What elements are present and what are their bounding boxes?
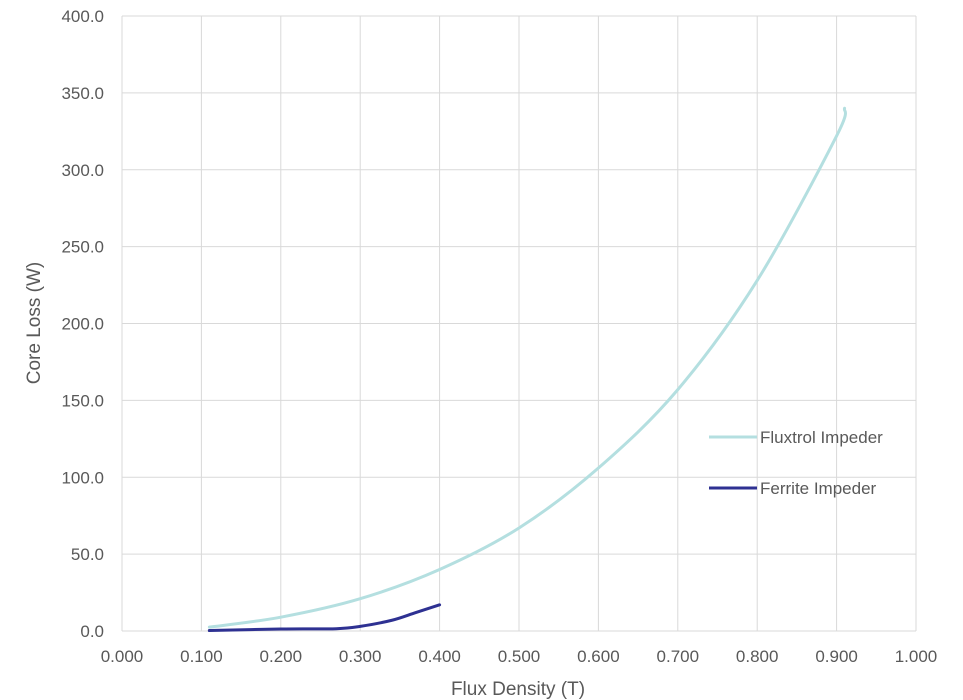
grid-lines [121, 15, 917, 632]
y-tick-label: 0.0 [80, 622, 104, 641]
y-tick-label: 250.0 [61, 238, 104, 257]
series-layer [207, 106, 848, 633]
x-tick-label: 0.700 [657, 647, 700, 666]
legend: Fluxtrol Impeder Ferrite Impeder [709, 428, 883, 498]
y-tick-labels: 0.0 50.0 100.0 150.0 200.0 250.0 300.0 350.0 400… [61, 7, 104, 641]
x-tick-label: 0.200 [260, 647, 303, 666]
y-tick-label: 150.0 [61, 391, 104, 410]
y-tick-label: 200.0 [61, 315, 104, 334]
y-tick-label: 100.0 [61, 468, 104, 487]
y-tick-label: 50.0 [71, 545, 104, 564]
series-line-ferrite-impeder [207, 603, 442, 633]
series-line-fluxtrol-impeder [207, 106, 848, 629]
x-axis-title: Flux Density (T) [451, 679, 585, 700]
y-tick-label: 400.0 [61, 7, 104, 26]
x-tick-label: 0.500 [498, 647, 541, 666]
y-tick-label: 300.0 [61, 161, 104, 180]
x-tick-label: 0.600 [577, 647, 620, 666]
x-tick-label: 0.900 [815, 647, 858, 666]
x-tick-labels: 0.000 0.100 0.200 0.300 0.400 0.500 0.600 0.700… [101, 647, 938, 666]
x-tick-label: 0.000 [101, 647, 144, 666]
x-tick-label: 0.800 [736, 647, 779, 666]
y-tick-label: 350.0 [61, 84, 104, 103]
x-tick-label: 0.400 [418, 647, 461, 666]
x-tick-label: 1.000 [895, 647, 938, 666]
legend-label-fluxtrol-impeder: Fluxtrol Impeder [760, 428, 883, 447]
x-tick-label: 0.300 [339, 647, 382, 666]
legend-label-ferrite-impeder: Ferrite Impeder [760, 479, 877, 498]
y-axis-title: Core Loss (W) [24, 262, 45, 384]
x-tick-label: 0.100 [180, 647, 223, 666]
